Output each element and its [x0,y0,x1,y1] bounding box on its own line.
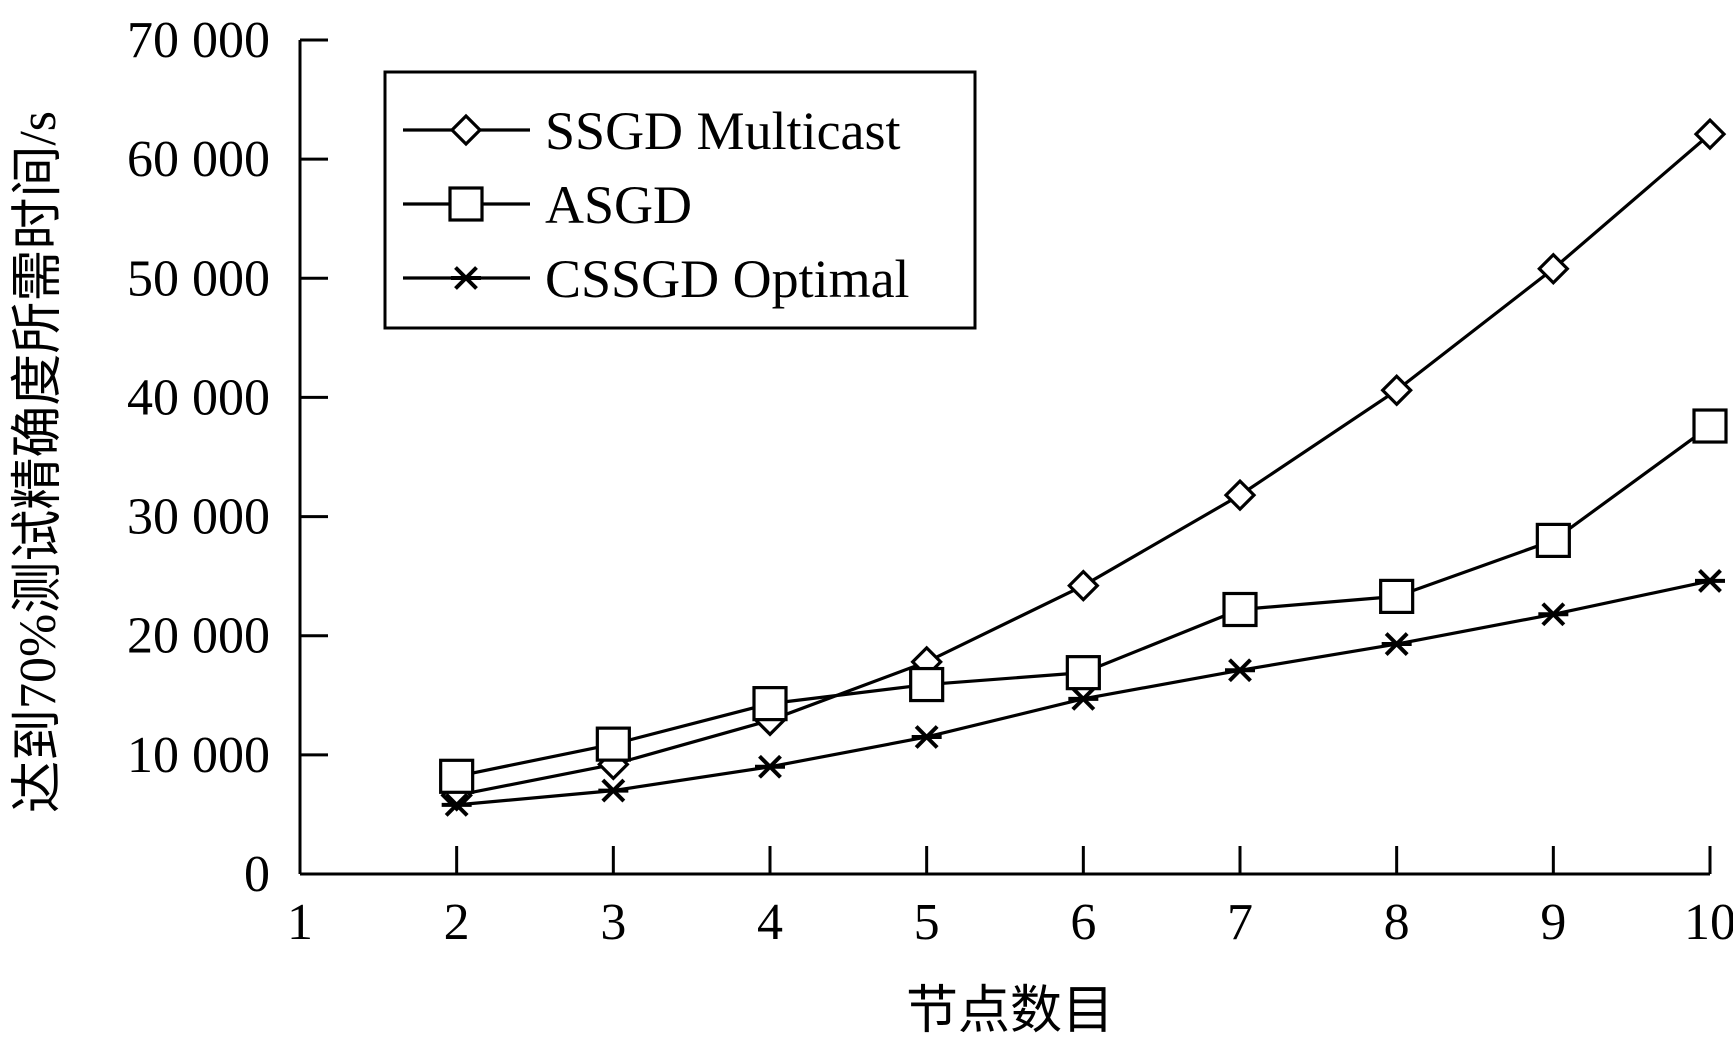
legend-item-asgd: ASGD [403,175,692,235]
legend-marker [451,266,481,290]
data-point-asgd [1222,591,1258,628]
legend-item-ssgd-multicast: SSGD Multicast [403,101,901,161]
series-line-cssgd-optimal [456,579,1711,807]
x-tick-label: 1 [287,894,313,951]
y-ticks: 0 10 000 20 000 30 000 40 000 50 000 60 000 70 … [127,12,328,903]
x-tick-label: 5 [914,894,940,951]
x-tick-label: 7 [1227,894,1253,951]
series-asgd [439,408,1728,794]
y-tick-label: 60 000 [127,131,270,188]
x-tick-label: 8 [1384,894,1410,951]
data-point-asgd [1379,578,1415,614]
x-tick-label: 4 [757,894,783,951]
data-point-cssgd-optimal [755,754,785,779]
y-tick-label: 40 000 [127,369,270,426]
data-point-cssgd-optimal [1381,632,1412,656]
data-point-asgd [1065,655,1101,691]
y-tick-label: 10 000 [127,727,270,784]
x-axis-label: 节点数目 [906,983,1114,1040]
series-cssgd-optimal [441,568,1725,817]
data-point-ssgd-multicast [1693,117,1727,151]
data-point-cssgd-optimal [1538,602,1569,627]
y-tick-label: 30 000 [127,489,270,546]
data-point-cssgd-optimal [911,725,942,749]
legend-label: CSSGD Optimal [545,249,910,309]
axes [298,40,1710,876]
y-tick-label: 50 000 [127,250,270,307]
x-tick-label: 6 [1070,894,1096,951]
legend-label: ASGD [545,175,692,235]
legend-marker [448,186,484,222]
y-tick-label: 70 000 [127,12,270,69]
legend-label: SSGD Multicast [545,101,901,161]
x-tick-label: 10 [1684,894,1733,951]
x-tick-label: 2 [444,894,470,951]
data-point-asgd [439,758,475,794]
legend: SSGD Multicast ASGD CSSGD Optimal [383,70,977,330]
data-point-ssgd-multicast [1223,478,1257,512]
data-point-cssgd-optimal [1068,686,1099,711]
data-point-ssgd-multicast [1067,569,1100,602]
y-axis-label: 达到70%测试精确度所需时间/s [10,111,67,813]
data-point-cssgd-optimal [441,792,472,817]
data-point-cssgd-optimal [1695,568,1725,593]
legend-marker [449,113,483,147]
y-tick-label: 20 000 [127,608,270,665]
data-point-asgd [1535,522,1571,559]
data-point-cssgd-optimal [1225,658,1255,683]
data-point-asgd [1692,408,1728,444]
legend-item-cssgd-optimal: CSSGD Optimal [403,249,910,309]
x-ticks: 1 2 3 4 5 6 7 8 9 10 [287,846,1733,951]
x-tick-label: 9 [1540,894,1566,951]
data-point-asgd [595,726,631,762]
data-point-cssgd-optimal [598,778,629,803]
y-tick-label: 0 [244,846,270,903]
data-point-asgd [909,666,945,703]
data-point-ssgd-multicast [1380,374,1413,407]
series-layer [439,117,1728,817]
x-tick-label: 3 [600,894,626,951]
data-point-ssgd-multicast [1537,252,1570,286]
data-point-asgd [752,686,788,722]
